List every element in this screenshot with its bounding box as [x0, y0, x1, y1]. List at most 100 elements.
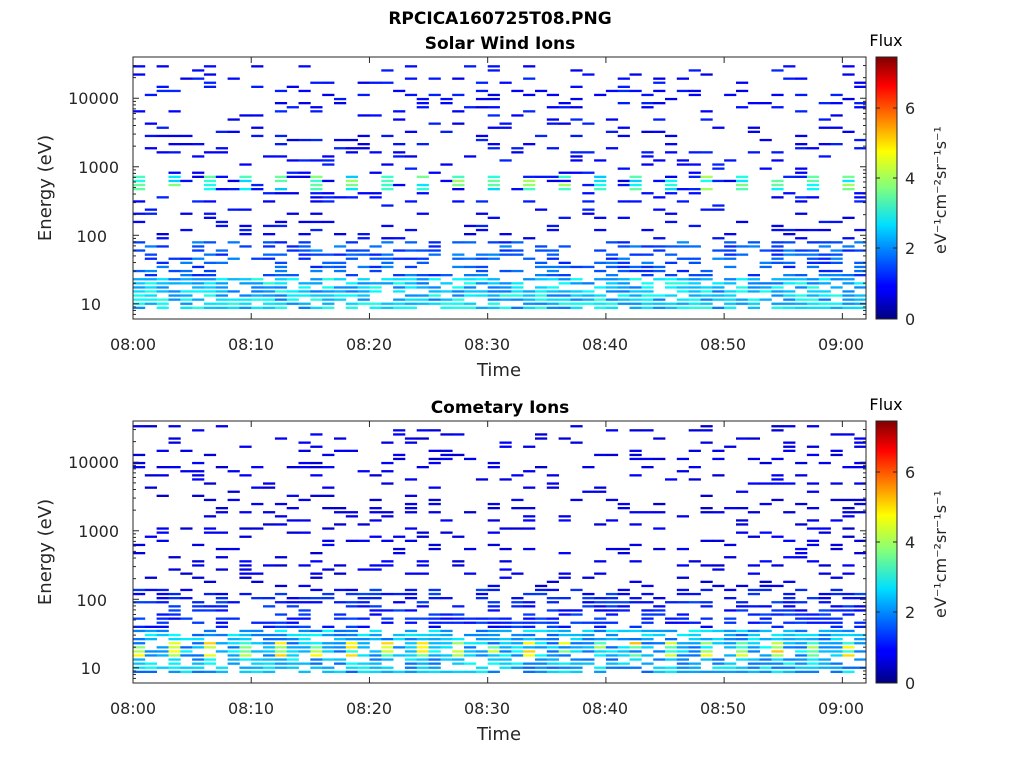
heatmap-cell: [594, 572, 607, 575]
heatmap-cell: [168, 658, 181, 661]
heatmap-cell: [806, 286, 820, 289]
heatmap-cell: [274, 662, 288, 665]
heatmap-cell: [523, 638, 536, 641]
heatmap-cell: [665, 253, 678, 256]
heatmap-cell: [688, 298, 701, 301]
heatmap-cell: [641, 646, 654, 649]
heatmap-cell: [712, 306, 725, 309]
heatmap-cell: [511, 638, 524, 641]
heatmap-cell: [653, 633, 666, 637]
heatmap-cell: [416, 646, 429, 649]
heatmap-cell: [251, 126, 264, 129]
heatmap-cell: [263, 233, 276, 236]
heatmap-cell: [558, 302, 571, 305]
heatmap-cell: [806, 265, 820, 269]
heatmap-cell: [523, 179, 536, 183]
heatmap-cell: [700, 654, 713, 657]
heatmap-cell: [310, 658, 323, 661]
heatmap-cell: [783, 556, 796, 559]
heatmap-cell: [700, 175, 713, 178]
heatmap-cell: [133, 200, 146, 203]
heatmap-cell: [511, 642, 524, 645]
heatmap-cell: [487, 69, 500, 72]
heatmap-cell: [546, 670, 559, 673]
heatmap-cell: [475, 81, 489, 84]
heatmap-cell: [227, 654, 240, 657]
heatmap-cell: [771, 564, 784, 567]
heatmap-cell: [582, 605, 595, 608]
heatmap-cell: [203, 175, 217, 178]
heatmap-cell: [523, 527, 536, 530]
heatmap-cell: [594, 609, 607, 612]
heatmap-cell: [641, 670, 654, 673]
heatmap-cell: [499, 650, 512, 653]
heatmap-cell: [795, 175, 808, 178]
heatmap-cell: [144, 278, 157, 281]
heatmap-cell: [215, 625, 228, 628]
heatmap-cell: [736, 298, 749, 301]
heatmap-cell: [558, 179, 571, 183]
heatmap-cell: [487, 642, 500, 645]
heatmap-cell: [724, 543, 737, 547]
heatmap-cell: [653, 666, 666, 669]
heatmap-cell: [334, 97, 347, 101]
heatmap-cell: [428, 461, 441, 465]
heatmap-cell: [546, 588, 559, 592]
colorbar: [875, 56, 898, 320]
heatmap-cell: [747, 278, 760, 281]
heatmap-cell: [806, 482, 820, 485]
heatmap-cell: [546, 286, 559, 289]
heatmap-cell: [511, 114, 524, 117]
heatmap-cell: [795, 547, 808, 551]
heatmap-cell: [203, 73, 217, 76]
heatmap-cell: [263, 245, 276, 248]
heatmap-cell: [700, 151, 713, 154]
heatmap-cell: [357, 253, 370, 256]
heatmap-cell: [381, 282, 394, 285]
heatmap-cell: [783, 592, 796, 596]
heatmap-cell: [523, 200, 536, 203]
heatmap-cell: [239, 163, 252, 166]
heatmap-cell: [286, 605, 299, 608]
heatmap-cell: [274, 642, 288, 645]
heatmap-cell: [818, 102, 831, 105]
heatmap-cell: [523, 633, 536, 637]
heatmap-cell: [676, 278, 689, 281]
heatmap-cell: [830, 519, 843, 522]
heatmap-cell: [334, 253, 347, 256]
heatmap-cell: [724, 159, 737, 162]
heatmap-cell: [381, 638, 394, 641]
heatmap-cell: [369, 658, 382, 661]
heatmap-cell: [144, 134, 157, 138]
heatmap-cell: [546, 106, 559, 109]
heatmap-cell: [298, 89, 311, 93]
heatmap-cell: [334, 294, 347, 297]
heatmap-cell: [239, 527, 252, 530]
heatmap-cell: [771, 601, 784, 604]
heatmap-cell: [605, 274, 619, 277]
heatmap-cell: [180, 617, 193, 620]
heatmap-cell: [133, 625, 146, 628]
heatmap-cell: [747, 241, 760, 244]
heatmap-cell: [724, 666, 737, 669]
heatmap-cell: [345, 515, 358, 518]
heatmap-cell: [570, 650, 583, 653]
heatmap-cell: [594, 642, 607, 645]
heatmap-cell: [133, 601, 146, 604]
heatmap-cell: [215, 666, 228, 669]
heatmap-cell: [452, 433, 465, 436]
heatmap-cell: [818, 274, 831, 277]
heatmap-cell: [511, 147, 524, 150]
heatmap-cell: [676, 564, 689, 567]
heatmap-cell: [724, 556, 737, 559]
heatmap-cell: [511, 597, 524, 600]
heatmap-cell: [487, 507, 500, 510]
heatmap-cell: [487, 302, 500, 305]
heatmap-cell: [393, 118, 406, 121]
heatmap-cell: [239, 564, 252, 567]
heatmap-cell: [854, 192, 867, 195]
heatmap-cell: [203, 269, 217, 273]
heatmap-cell: [736, 286, 749, 289]
heatmap-cell: [192, 633, 205, 637]
heatmap-cell: [475, 97, 489, 101]
